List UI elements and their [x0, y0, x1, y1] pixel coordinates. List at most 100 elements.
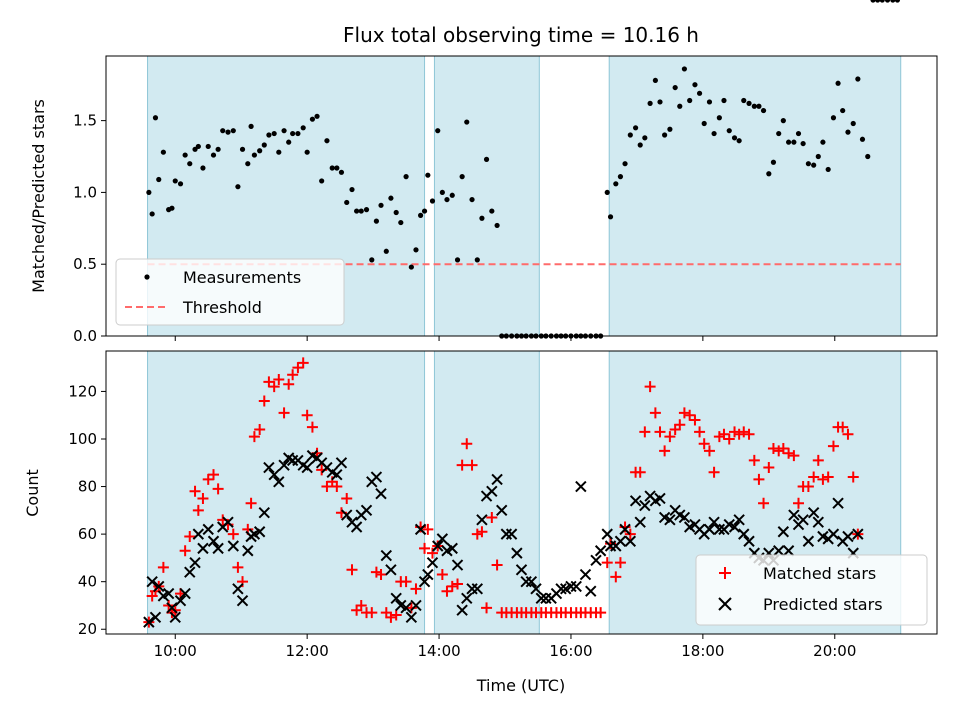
x-tick-label: 14:00	[417, 642, 460, 660]
measurement-point	[248, 123, 254, 129]
measurement-point	[622, 161, 628, 167]
measurement-point	[354, 208, 360, 214]
legend-matched: Matched stars	[763, 564, 876, 583]
predicted-star-point	[375, 487, 387, 500]
predicted-star-point	[360, 504, 373, 517]
measurement-point	[875, 0, 881, 3]
matched-star-point	[758, 497, 770, 509]
measurement-point	[716, 115, 722, 121]
predicted-star-point	[782, 545, 795, 557]
measurement-point	[329, 165, 335, 171]
predicted-star-point	[202, 523, 214, 536]
predicted-star-point	[268, 468, 280, 481]
predicted-star-point	[703, 523, 716, 536]
matched-star-point	[400, 576, 412, 588]
predicted-star-point	[451, 559, 464, 571]
predicted-star-point	[390, 592, 402, 605]
matched-star-point	[703, 445, 715, 457]
measurement-point	[672, 84, 678, 91]
predicted-star-point	[385, 564, 397, 576]
y-tick-label: 80	[78, 478, 97, 496]
measurement-point	[479, 215, 485, 221]
measurement-point	[281, 128, 287, 134]
measurement-point	[464, 119, 470, 125]
matched-star-point	[245, 497, 257, 509]
predicted-star-point	[471, 583, 484, 595]
predicted-star-point	[184, 566, 196, 578]
predicted-star-point	[166, 602, 178, 614]
y-tick-label: 40	[78, 573, 97, 591]
measurement-point	[454, 257, 461, 263]
measurement-point	[791, 139, 797, 145]
matched-star-point	[405, 602, 417, 614]
matched-star-point	[664, 431, 676, 443]
predicted-star-point	[639, 499, 651, 512]
predicted-star-point	[511, 547, 523, 559]
measurement-point	[692, 82, 698, 88]
matched-star-point	[595, 607, 607, 619]
matched-star-point	[822, 471, 834, 483]
measurement-point	[276, 149, 282, 155]
matched-star-point	[268, 381, 280, 393]
matched-star-point	[446, 580, 458, 592]
matched-star-point	[283, 378, 295, 390]
matched-star-point	[847, 471, 859, 483]
predicted-star-point	[570, 580, 582, 593]
matched-star-point	[208, 469, 220, 481]
ratio-measurements	[146, 0, 901, 339]
predicted-star-point	[422, 568, 434, 581]
matched-star-point	[723, 433, 735, 445]
matched-star-point	[441, 585, 453, 597]
matched-star-point	[254, 423, 266, 435]
measurement-point	[146, 189, 152, 196]
matched-star-point	[273, 374, 285, 386]
predicted-star-point	[486, 485, 498, 498]
measurement-point	[210, 152, 217, 158]
measurement-point	[156, 176, 162, 183]
predicted-star-point	[664, 514, 676, 526]
measurement-point	[314, 113, 320, 119]
predicted-star-point	[162, 587, 175, 600]
measurement-point	[667, 126, 673, 132]
measurement-point	[870, 0, 876, 3]
measurement-point	[439, 189, 445, 196]
matched-star-point	[232, 561, 244, 573]
matched-star-point	[694, 426, 706, 438]
measurement-point	[324, 138, 330, 144]
legend-threshold: Threshold	[182, 298, 262, 317]
x-tick-label: 20:00	[813, 642, 856, 660]
measurement-point	[230, 128, 236, 134]
measurement-point	[894, 0, 901, 3]
matched-star-point	[684, 409, 696, 421]
top-axis-ticks: 0.0 0.5 1.0 1.5	[73, 112, 836, 345]
measurement-point	[344, 199, 350, 206]
predicted-star-point	[456, 604, 468, 616]
matched-star-point	[601, 557, 613, 569]
predicted-star-point	[370, 471, 383, 483]
measurement-point	[266, 132, 272, 138]
measurement-point	[766, 171, 772, 177]
measurement-point	[890, 0, 896, 3]
measurement-point	[687, 97, 693, 104]
predicted-star-point	[555, 583, 567, 595]
matched-star-point	[748, 454, 760, 466]
legend-predicted: Predicted stars	[763, 595, 883, 614]
measurement-point	[855, 76, 861, 82]
predicted-star-point	[405, 611, 418, 624]
matched-star-point	[436, 569, 448, 581]
measurement-point	[711, 130, 717, 137]
predicted-star-point	[189, 556, 201, 569]
predicted-star-point	[728, 521, 741, 533]
measurement-point	[850, 120, 856, 127]
measurement-point	[403, 174, 409, 180]
measurement-point	[721, 97, 727, 104]
predicted-star-point	[525, 575, 538, 588]
top-legend-box	[115, 258, 345, 326]
matched-star-point	[248, 431, 260, 443]
measurement-point	[459, 174, 465, 180]
measurement-point	[319, 178, 325, 184]
measurement-point	[820, 139, 826, 145]
matched-star-point	[278, 407, 290, 419]
measurement-point	[607, 214, 614, 220]
y-tick-label: 20	[78, 620, 97, 638]
